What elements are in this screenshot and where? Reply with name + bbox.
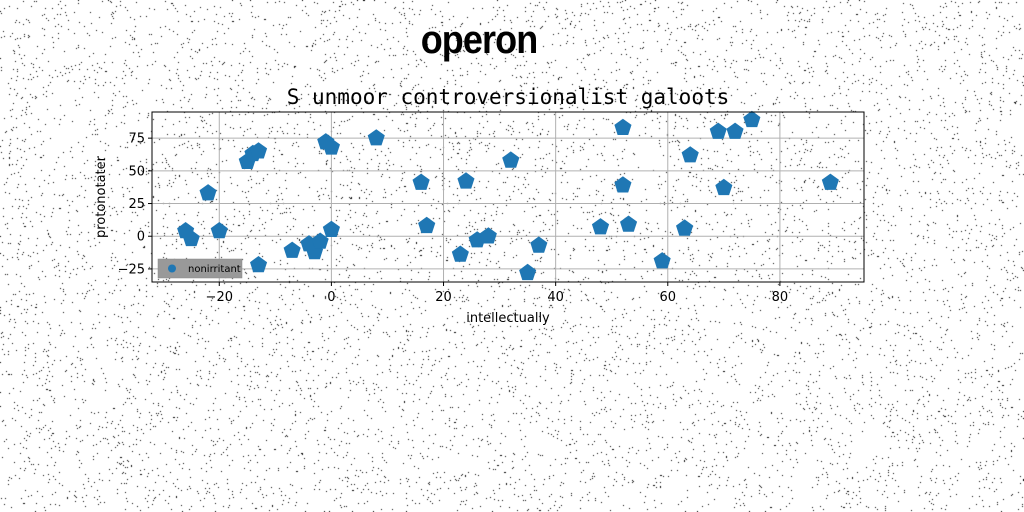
data-point — [322, 138, 340, 155]
y-tick-label: 75 — [128, 132, 145, 147]
legend-box — [157, 258, 243, 279]
data-point — [726, 122, 744, 139]
y-tick-label: −25 — [118, 262, 145, 277]
data-point — [614, 118, 632, 135]
y-tick-label: 50 — [128, 164, 145, 179]
legend-marker — [168, 264, 176, 273]
data-point — [519, 263, 537, 281]
data-point — [311, 232, 329, 249]
x-tick-label: −20 — [206, 290, 233, 305]
data-point — [614, 176, 632, 193]
y-tick-label: 25 — [128, 197, 145, 212]
data-point — [743, 110, 761, 128]
data-point — [199, 184, 217, 201]
data-point — [367, 129, 385, 146]
data-point — [620, 215, 638, 232]
data-point — [715, 178, 733, 196]
data-point — [210, 222, 228, 239]
x-tick-label: 80 — [772, 290, 789, 305]
legend-label: nonirritant — [188, 264, 241, 275]
x-tick-label: 60 — [660, 290, 677, 305]
data-point — [182, 229, 200, 247]
x-tick-label: 20 — [435, 290, 452, 305]
legend: nonirritant — [157, 258, 243, 279]
data-point — [412, 173, 430, 190]
data-point — [250, 256, 268, 273]
data-point — [418, 216, 436, 234]
data-point — [530, 236, 548, 253]
data-point — [479, 227, 497, 244]
x-tick-label: 40 — [547, 290, 564, 305]
page-title: operon — [420, 18, 538, 62]
x-axis-label: intellectually — [466, 311, 550, 326]
data-point — [681, 146, 699, 163]
data-point — [591, 218, 610, 235]
data-point — [653, 252, 671, 269]
data-point — [457, 172, 475, 189]
data-point — [451, 245, 469, 262]
data-point — [502, 151, 520, 168]
axis-ticks: −20 0 20 40 60 80 −25 0 25 50 75 — [118, 132, 789, 305]
x-tick-label: 0 — [327, 290, 335, 305]
data-point — [283, 241, 301, 258]
data-point — [676, 219, 694, 236]
data-point — [250, 142, 268, 159]
y-tick-label: 0 — [137, 230, 145, 245]
grid-lines — [152, 112, 864, 282]
chart-title: S unmoor controversionalist galoots — [287, 85, 730, 109]
data-point — [322, 220, 340, 237]
data-point — [821, 173, 839, 190]
y-axis-label: protonotater — [94, 155, 109, 238]
data-points — [177, 110, 839, 281]
plot-frame — [151, 111, 865, 283]
data-point — [709, 122, 727, 139]
